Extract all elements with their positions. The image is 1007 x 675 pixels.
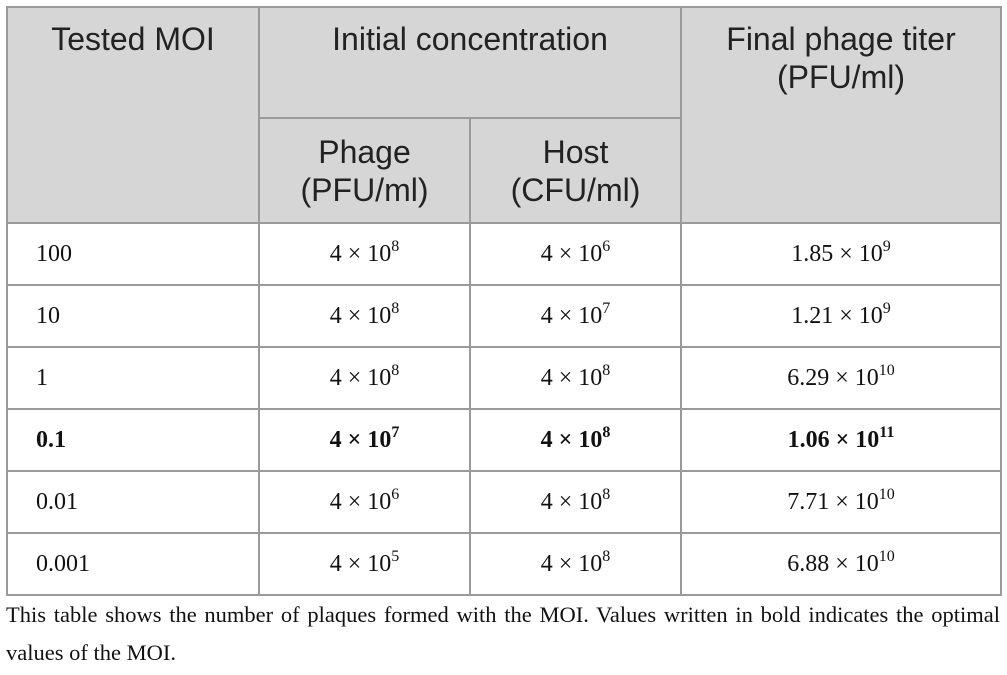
cell-text: 6.29 × 10 [787,364,879,391]
exponent: 9 [882,299,891,317]
cell-text: 4 × 10 [329,364,392,391]
table-cell: 7.71 × 1010 [680,470,1002,534]
cell-text: 4 × 10 [540,364,603,391]
table-cell: 4 × 108 [469,532,682,596]
table-cell: 4 × 108 [469,408,682,472]
table-cell: 4 × 108 [258,346,471,410]
cell-text: 1.06 × 10 [787,426,880,453]
cell-text: 100 [36,240,72,267]
cell-text: 1.21 × 10 [791,302,883,329]
table-cell: 4 × 106 [469,222,682,286]
table-cell: 0.01 [6,470,260,534]
cell-text: 4 × 10 [329,302,392,329]
cell-text: 4 × 10 [540,302,603,329]
exponent: 10 [878,547,895,565]
cell-text: 4 × 10 [329,550,392,577]
table-cell: 0.1 [6,408,260,472]
exponent: 8 [602,485,611,503]
exponent: 6 [391,485,400,503]
exponent: 8 [602,547,611,565]
table-row: 100 4 × 108 4 × 106 1.85 × 109 [6,222,1002,286]
table-cell: 1 [6,346,260,410]
header-cell: Phage (PFU/ml) [258,117,471,224]
table-body: 100 4 × 108 4 × 106 1.85 × 109 10 4 × 108 4 × … [6,222,1002,596]
table-row: 0.001 4 × 105 4 × 108 6.88 × 1010 [6,532,1002,596]
header-cell: Tested MOI [6,6,260,224]
exponent: 10 [878,361,895,379]
cell-text: 4 × 10 [329,426,392,453]
table-cell: 4 × 108 [258,284,471,348]
cell-text: 0.1 [36,426,66,453]
cell-text: 4 × 10 [540,426,603,453]
exponent: 8 [391,237,400,255]
table-row: 0.01 4 × 106 4 × 108 7.71 × 1010 [6,470,1002,534]
cell-text: 4 × 10 [540,488,603,515]
cell-text: 4 × 10 [329,488,392,515]
cell-text: 10 [36,302,60,329]
table-cell: 1.21 × 109 [680,284,1002,348]
table-row: 0.1 4 × 107 4 × 108 1.06 × 1011 [6,408,1002,472]
cell-text: 1 [36,364,48,391]
header-cell: Initial concentration [258,6,682,119]
table-cell: 4 × 106 [258,470,471,534]
table-cell: 0.001 [6,532,260,596]
exponent: 9 [882,237,891,255]
exponent: 11 [879,423,895,441]
cell-text: 1.85 × 10 [791,240,883,267]
exponent: 8 [391,361,400,379]
table-cell: 4 × 108 [469,470,682,534]
header-cell: Final phage titer (PFU/ml) [680,6,1002,224]
table-cell: 4 × 105 [258,532,471,596]
table-note: This table shows the number of plaques f… [6,602,1000,665]
cell-text: 7.71 × 10 [787,488,879,515]
cell-text: 4 × 10 [540,240,603,267]
table-cell: 4 × 107 [469,284,682,348]
header-cell: Host (CFU/ml) [469,117,682,224]
exponent: 7 [391,423,400,441]
exponent: 10 [878,485,895,503]
exponent: 8 [391,299,400,317]
table-cell: 10 [6,284,260,348]
table-cell: 6.88 × 1010 [680,532,1002,596]
header-row: Phage (PFU/ml) Host (CFU/ml) [7,117,1001,224]
exponent: 8 [602,423,611,441]
cell-text: 4 × 10 [329,240,392,267]
exponent: 6 [602,237,611,255]
table-cell: 100 [6,222,260,286]
table-cell: 4 × 108 [258,222,471,286]
header-row: Tested MOI Initial concentration Final p… [6,6,1002,224]
table-row: 10 4 × 108 4 × 107 1.21 × 109 [6,284,1002,348]
moi-table: Tested MOI Initial concentration Final p… [6,6,1002,596]
exponent: 8 [602,361,611,379]
exponent: 7 [602,299,611,317]
cell-text: 4 × 10 [540,550,603,577]
cell-text: 6.88 × 10 [787,550,879,577]
table-header: Tested MOI Initial concentration Final p… [6,6,1002,224]
table-cell: 1.85 × 109 [680,222,1002,286]
table-cell: 4 × 108 [469,346,682,410]
table-cell: 1.06 × 1011 [680,408,1002,472]
table-cell: 4 × 107 [258,408,471,472]
cell-text: 0.001 [36,550,90,577]
exponent: 5 [391,547,400,565]
cell-text: 0.01 [36,488,78,515]
table-cell: 6.29 × 1010 [680,346,1002,410]
